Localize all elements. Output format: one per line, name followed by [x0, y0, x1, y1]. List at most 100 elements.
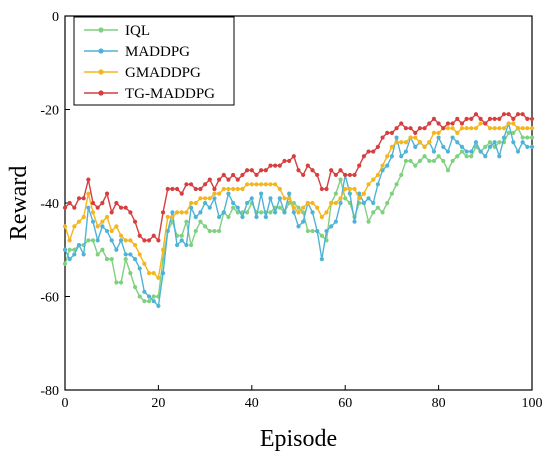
- data-point-iql: [506, 130, 511, 135]
- data-point-tg-maddpg: [114, 200, 119, 206]
- data-point-maddpg: [76, 242, 82, 248]
- data-point-iql: [217, 228, 222, 234]
- data-point-tg-maddpg: [137, 233, 142, 238]
- data-point-gmaddpg: [394, 140, 399, 145]
- data-point-tg-maddpg: [174, 186, 180, 192]
- data-point-gmaddpg: [473, 126, 479, 131]
- data-point-tg-maddpg: [520, 112, 525, 117]
- data-point-tg-maddpg: [413, 130, 418, 135]
- data-point-maddpg: [315, 228, 320, 234]
- data-point-iql: [459, 149, 465, 154]
- data-point-iql: [380, 210, 385, 215]
- data-point-tg-maddpg: [282, 158, 287, 164]
- data-point-iql: [511, 130, 516, 135]
- data-point-maddpg: [296, 224, 301, 229]
- x-tick-label: 20: [151, 396, 165, 411]
- data-point-maddpg: [282, 210, 287, 215]
- data-point-iql: [343, 196, 348, 201]
- data-point-gmaddpg: [492, 126, 497, 131]
- legend: IQL MADDPG GMADDPG TG-MADDPG: [73, 16, 235, 106]
- data-point-maddpg: [231, 200, 236, 206]
- data-point-gmaddpg: [90, 210, 96, 215]
- data-point-tg-maddpg: [291, 154, 296, 159]
- data-point-tg-maddpg: [67, 200, 72, 206]
- data-point-gmaddpg: [67, 238, 72, 243]
- data-point-iql: [385, 200, 390, 206]
- data-point-maddpg: [455, 140, 460, 145]
- x-tick-label: 80: [432, 396, 446, 411]
- data-point-iql: [445, 168, 451, 173]
- data-point-iql: [427, 158, 432, 164]
- data-point-tg-maddpg: [389, 130, 394, 135]
- y-axis-title: Reward: [6, 166, 32, 241]
- data-point-gmaddpg: [520, 126, 525, 131]
- data-point-iql: [525, 135, 530, 140]
- data-point-iql: [67, 247, 72, 252]
- data-point-gmaddpg: [109, 228, 114, 234]
- data-point-gmaddpg: [469, 126, 474, 131]
- data-point-maddpg: [249, 196, 254, 201]
- data-point-tg-maddpg: [287, 158, 292, 164]
- data-point-iql: [301, 210, 306, 215]
- data-point-tg-maddpg: [156, 238, 161, 243]
- data-point-tg-maddpg: [123, 205, 128, 210]
- legend-label-tg-maddpg: TG-MADDPG: [125, 86, 215, 102]
- data-point-maddpg: [184, 242, 189, 248]
- data-point-gmaddpg: [231, 186, 236, 192]
- data-point-gmaddpg: [249, 182, 254, 187]
- data-point-gmaddpg: [62, 224, 68, 229]
- data-point-tg-maddpg: [254, 172, 259, 178]
- data-point-tg-maddpg: [333, 172, 338, 178]
- data-point-iql: [198, 219, 203, 224]
- data-point-tg-maddpg: [529, 116, 535, 121]
- data-point-iql: [310, 228, 315, 234]
- data-point-iql: [422, 154, 427, 159]
- y-tick-label: -20: [40, 104, 59, 119]
- data-point-gmaddpg: [413, 135, 418, 140]
- data-point-gmaddpg: [403, 140, 409, 145]
- legend-label-gmaddpg: GMADDPG: [125, 65, 201, 81]
- data-point-maddpg: [259, 191, 264, 196]
- data-point-tg-maddpg: [305, 163, 310, 168]
- y-tick-label: -80: [40, 384, 59, 399]
- data-point-gmaddpg: [459, 126, 465, 131]
- data-point-tg-maddpg: [464, 116, 469, 121]
- data-point-gmaddpg: [525, 126, 530, 131]
- data-point-iql: [417, 158, 423, 164]
- data-point-tg-maddpg: [72, 205, 77, 210]
- data-point-iql: [207, 228, 212, 234]
- data-point-maddpg: [436, 135, 441, 140]
- data-point-maddpg: [492, 140, 497, 145]
- data-point-gmaddpg: [305, 200, 310, 206]
- data-point-tg-maddpg: [427, 121, 432, 126]
- data-point-maddpg: [128, 252, 133, 257]
- data-point-maddpg: [361, 200, 366, 206]
- data-point-tg-maddpg: [506, 112, 511, 117]
- data-point-maddpg: [165, 228, 170, 234]
- data-point-iql: [90, 238, 96, 243]
- data-point-tg-maddpg: [62, 205, 68, 210]
- data-point-maddpg: [394, 135, 399, 140]
- data-point-tg-maddpg: [118, 205, 124, 210]
- legend-label-maddpg: MADDPG: [125, 44, 190, 60]
- data-point-tg-maddpg: [385, 130, 390, 135]
- data-point-tg-maddpg: [366, 149, 371, 154]
- data-point-tg-maddpg: [198, 186, 203, 192]
- data-point-iql: [123, 257, 128, 262]
- data-point-maddpg: [109, 238, 114, 243]
- data-point-gmaddpg: [259, 182, 264, 187]
- data-point-gmaddpg: [380, 163, 385, 168]
- data-point-gmaddpg: [357, 196, 362, 201]
- data-point-gmaddpg: [72, 224, 77, 229]
- data-point-tg-maddpg: [417, 126, 423, 131]
- data-point-tg-maddpg: [90, 200, 96, 206]
- data-point-tg-maddpg: [100, 200, 105, 206]
- data-point-maddpg: [529, 144, 535, 149]
- data-point-maddpg: [193, 214, 198, 220]
- data-point-gmaddpg: [315, 205, 320, 210]
- series-gmaddpg: [62, 121, 535, 280]
- data-point-maddpg: [100, 224, 105, 229]
- data-point-gmaddpg: [160, 247, 166, 252]
- data-point-maddpg: [174, 242, 180, 248]
- data-point-tg-maddpg: [310, 168, 315, 173]
